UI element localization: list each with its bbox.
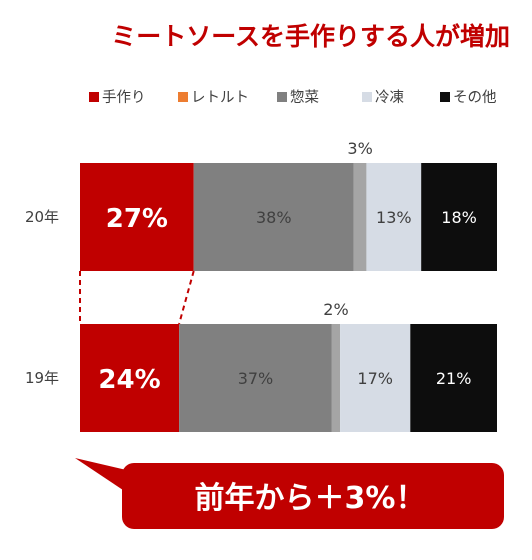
- category-label-0: 20年: [25, 208, 59, 226]
- legend-swatch-2: [277, 92, 287, 102]
- data-label-0-2: 38%: [256, 208, 292, 227]
- callout-text: 前年から＋3%！: [195, 481, 426, 516]
- bar-segment-0-4: [366, 163, 422, 271]
- connector-right: [178, 270, 195, 325]
- bar-segment-1-4: [340, 324, 411, 432]
- chart-title: ミートソースを手作りする人が増加: [111, 22, 510, 51]
- data-label-1-2: 37%: [238, 369, 274, 388]
- data-label-1-3: 2%: [323, 300, 348, 319]
- category-label-1: 19年: [25, 369, 59, 387]
- callout-box: 前年から＋3%！: [75, 458, 504, 529]
- stacked-bars: 20年 27% 38% 3% 13% 18% 19年 24% 37% 2% 17% 21%: [25, 139, 497, 432]
- data-label-0-5: 18%: [441, 208, 477, 227]
- legend-label-4: 冷凍: [375, 89, 404, 106]
- data-label-0-4: 13%: [376, 208, 412, 227]
- data-label-1-0: 24%: [98, 365, 160, 395]
- data-label-0-3: 3%: [347, 139, 372, 158]
- legend-swatch-1: [178, 92, 188, 102]
- bar-segment-1-0: [80, 324, 180, 432]
- callout-background: [122, 463, 504, 529]
- legend-label-0: 手作り: [102, 89, 146, 106]
- legend-swatch-5: [440, 92, 450, 102]
- legend-swatch-0: [89, 92, 99, 102]
- data-label-0-0: 27%: [106, 204, 168, 234]
- bar-segment-1-5: [410, 324, 497, 432]
- legend-label-5: その他: [453, 89, 497, 106]
- bar-segment-0-3: [353, 163, 367, 271]
- data-label-1-5: 21%: [436, 369, 472, 388]
- bar-segment-0-0: [80, 163, 194, 271]
- legend-label-1: レトルト: [191, 90, 249, 106]
- legend-label-2: 惣菜: [290, 89, 319, 106]
- bar-segment-0-2: [193, 163, 354, 271]
- bar-segment-1-3: [331, 324, 341, 432]
- data-label-1-4: 17%: [357, 369, 393, 388]
- legend: 手作り レトルト 惣菜 冷凍 その他: [89, 89, 497, 106]
- bar-segment-0-5: [421, 163, 497, 271]
- callout-pointer: [75, 458, 135, 498]
- legend-swatch-4: [362, 92, 372, 102]
- bar-segment-1-2: [179, 324, 332, 432]
